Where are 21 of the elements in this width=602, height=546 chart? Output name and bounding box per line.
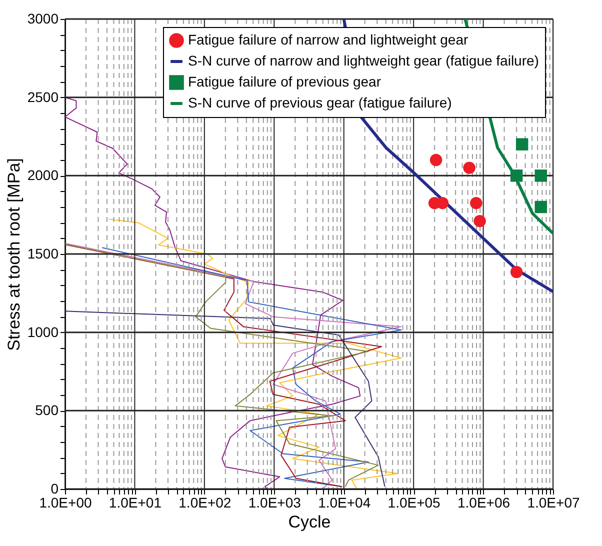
y-tick-label: 500 [35, 402, 59, 418]
x-tick-label: 1.0E+07 [527, 494, 580, 510]
x-tick-label: 1.0E+03 [248, 494, 302, 510]
x-tick-label: 1.0E+01 [108, 494, 162, 510]
y-tick-label: 0 [50, 480, 59, 496]
x-tick-label: 1.0E+06 [458, 494, 510, 510]
legend-label: S-N curve of narrow and lightweight gear (fatigue failure) [188, 52, 539, 68]
y-tick-label: 3000 [27, 10, 59, 26]
y-tick-label: 1500 [27, 246, 59, 262]
x-tick-label: 1.0E+04 [318, 494, 371, 510]
y-tick-label: 2500 [27, 88, 59, 105]
x-axis-title: Cycle [288, 512, 331, 532]
x-tick-label: 1.0E+05 [388, 494, 441, 510]
x-tick-label: 1.0E+02 [178, 494, 232, 510]
legend-label: S-N curve of previous gear (fatigue failure) [188, 94, 452, 110]
legend-label: Fatigue failure of narrow and lightweight gear [188, 32, 468, 48]
y-axis-title: Stress at tooth root [MPa] [4, 158, 24, 351]
y-tick-label: 2000 [27, 167, 59, 184]
y-tick-label: 1000 [27, 324, 59, 340]
x-tick-label: 1.0E+00 [39, 494, 92, 510]
legend-label: Fatigue failure of previous gear [188, 74, 382, 90]
